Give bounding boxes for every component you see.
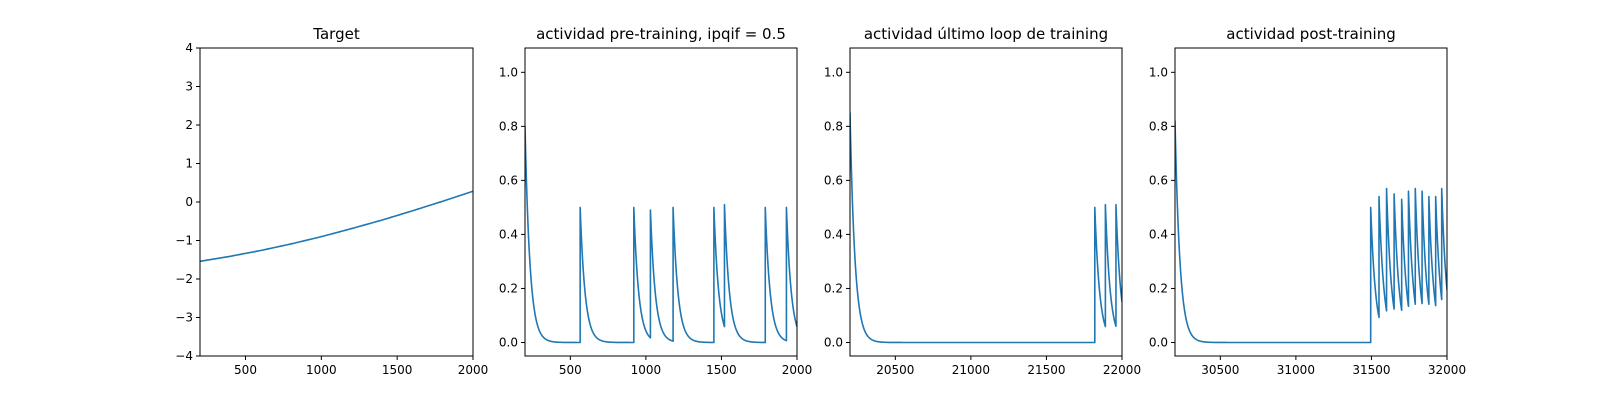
chart-panel-4: actividad post-training 30500 31000 31500 32… <box>1149 25 1466 377</box>
axes-frame <box>849 47 1123 357</box>
y-tick-label: 0.6 <box>499 173 518 187</box>
x-tick-label: 500 <box>559 363 582 377</box>
x-tick-label: 31500 <box>1352 363 1390 377</box>
y-tick-label: 1.0 <box>1149 65 1168 79</box>
y-tick-label: 1.0 <box>824 65 843 79</box>
chart-title: Target <box>312 25 360 43</box>
series-line <box>200 190 473 263</box>
chart-title: actividad post-training <box>1226 25 1395 43</box>
x-tick-label: 31000 <box>1277 363 1315 377</box>
y-tick-label: 2 <box>185 118 193 132</box>
x-tick-label: 500 <box>234 363 257 377</box>
axes-frame <box>524 47 798 357</box>
y-tick-label: 0.4 <box>824 227 843 241</box>
y-tick-label: 0.2 <box>499 281 518 295</box>
x-tick-label: 22000 <box>1103 363 1141 377</box>
y-tick-label: 0.4 <box>1149 227 1168 241</box>
y-tick-label: 1 <box>185 157 193 171</box>
x-tick-label: 20500 <box>876 363 914 377</box>
y-tick-label: 0.8 <box>499 119 518 133</box>
chart-title: actividad último loop de training <box>864 25 1108 43</box>
x-tick-label: 1500 <box>706 363 737 377</box>
x-tick-label: 1000 <box>306 363 337 377</box>
y-tick-label: 0.0 <box>824 335 843 349</box>
series-line <box>1175 120 1447 344</box>
y-tick-label: −1 <box>175 234 193 248</box>
x-tick-label: 21000 <box>952 363 990 377</box>
y-tick-label: 0.6 <box>824 173 843 187</box>
y-tick-label: 0.8 <box>1149 119 1168 133</box>
chart-title: actividad pre-training, ipqif = 0.5 <box>536 25 786 43</box>
x-tick-label: 1500 <box>382 363 413 377</box>
chart-panel-3: actividad último loop de training 20500 21… <box>824 25 1141 377</box>
y-tick-label: −4 <box>175 349 193 363</box>
x-tick-label: 32000 <box>1428 363 1466 377</box>
y-tick-label: 4 <box>185 41 193 55</box>
axes-frame <box>199 47 474 357</box>
x-tick-label: 1000 <box>631 363 662 377</box>
x-tick-label: 2000 <box>458 363 489 377</box>
y-tick-label: 0.0 <box>1149 335 1168 349</box>
y-tick-label: 1.0 <box>499 65 518 79</box>
y-tick-label: 3 <box>185 80 193 94</box>
y-tick-label: 0 <box>185 195 193 209</box>
x-tick-label: 21500 <box>1027 363 1065 377</box>
y-tick-label: 0.6 <box>1149 173 1168 187</box>
y-tick-label: 0.0 <box>499 335 518 349</box>
y-tick-label: 0.2 <box>824 281 843 295</box>
y-tick-label: −3 <box>175 311 193 325</box>
chart-panel-2: actividad pre-training, ipqif = 0.5 500 10… <box>499 25 812 377</box>
x-tick-label: 2000 <box>782 363 813 377</box>
series-line <box>850 112 1122 344</box>
chart-panel-1: Target 500 1000 1500 2000 −4 −3 −2 −1 0 1 2 3 4 <box>175 25 488 377</box>
y-tick-label: 0.2 <box>1149 281 1168 295</box>
y-tick-label: 0.4 <box>499 227 518 241</box>
x-tick-label: 30500 <box>1201 363 1239 377</box>
y-tick-label: −2 <box>175 272 193 286</box>
y-tick-label: 0.8 <box>824 119 843 133</box>
series-line <box>525 125 797 344</box>
axes-frame <box>1174 47 1448 357</box>
